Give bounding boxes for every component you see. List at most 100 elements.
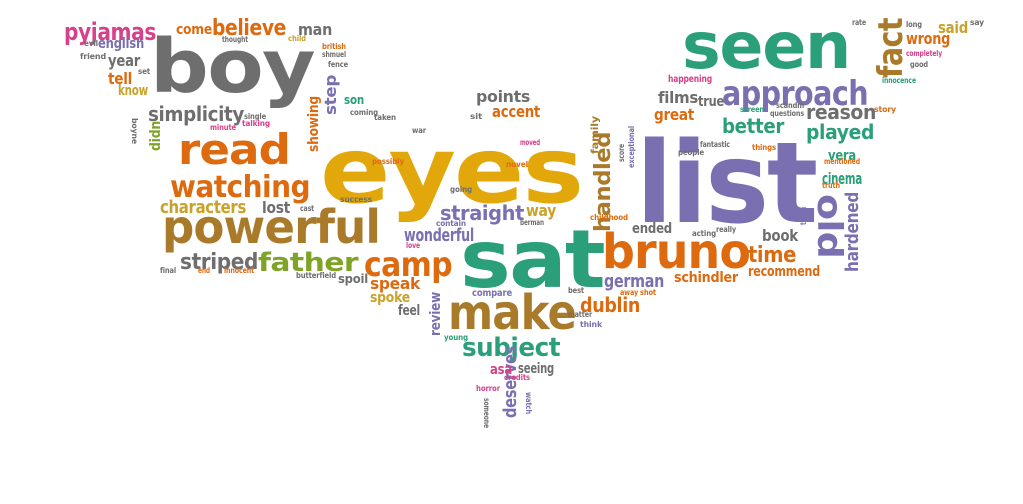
word-going: going <box>450 185 472 194</box>
word-dublin: dublin <box>580 293 640 317</box>
word-good: good <box>910 60 928 69</box>
word-child: child <box>288 34 306 43</box>
word-reason: reason <box>806 100 876 124</box>
word-english: english <box>98 36 144 52</box>
word-mentioned: mentioned <box>824 157 860 166</box>
word-seen: seen <box>682 10 850 84</box>
word-true: true <box>698 94 724 110</box>
word-innocent: innocent <box>224 266 254 275</box>
word-someone: someone <box>482 398 491 429</box>
word-watch: watch <box>524 392 533 414</box>
word-truth: truth <box>822 181 840 190</box>
word-characters: characters <box>160 197 246 218</box>
word-pyjamas: pyjamas <box>64 18 156 46</box>
word-contain: contain <box>436 219 466 228</box>
word-shmuel: shmuel <box>322 50 346 59</box>
word-sat: sat <box>460 213 604 306</box>
word-accent: accent <box>492 102 541 121</box>
word-speak: speak <box>370 274 421 293</box>
word-bruno: bruno <box>602 224 750 280</box>
word-showing: showing <box>306 96 322 152</box>
word-novel: novel <box>506 160 528 169</box>
word-review: review <box>428 292 444 336</box>
word-fence: fence <box>328 60 349 69</box>
word-films: films <box>658 88 698 107</box>
word-set: set <box>138 67 150 76</box>
word-evil: evil <box>84 39 98 48</box>
word-eyes: eyes <box>320 117 582 224</box>
word-striped: striped <box>180 250 258 275</box>
word-taken: taken <box>799 207 808 225</box>
word-acting: acting <box>692 229 716 238</box>
word-innocence: innocence <box>882 76 917 85</box>
word-people: people <box>678 148 705 157</box>
word-success: success <box>340 195 372 204</box>
word-friend: friend <box>80 52 106 61</box>
word-lost: lost <box>262 198 291 217</box>
word-love: love <box>406 241 421 250</box>
word-completely: completely <box>906 49 943 58</box>
word-powerful: powerful <box>162 200 380 254</box>
word-vera: vera <box>828 148 856 164</box>
word-family: family <box>590 115 601 154</box>
word-war: war <box>412 126 426 135</box>
word-final: final <box>160 266 176 275</box>
word-boy: boy <box>150 24 314 110</box>
word-sit: sit <box>470 112 482 121</box>
word-way: way <box>526 201 557 220</box>
word-read: read <box>178 125 290 174</box>
word-best: best <box>568 286 584 295</box>
word-spoil: spoil <box>338 272 368 286</box>
word-played: played <box>806 120 874 144</box>
word-butterfield: butterfield <box>296 271 336 280</box>
word-german: german <box>604 271 664 292</box>
word-asa: asa <box>490 362 512 378</box>
word-recommend: recommend <box>748 264 820 280</box>
word-man: man <box>298 20 332 39</box>
word-long: long <box>906 20 922 29</box>
word-spoke: spoke <box>370 290 410 306</box>
word-camp: camp <box>364 245 452 285</box>
word-story: story <box>874 105 897 114</box>
word-wonderful: wonderful <box>404 225 474 246</box>
word-score: score <box>617 143 626 162</box>
word-horror: horror <box>476 384 500 393</box>
word-minute: minute <box>210 123 237 132</box>
word-rate: rate <box>852 18 867 27</box>
word-possibly: possibly <box>372 157 405 166</box>
word-ended: ended <box>632 221 672 237</box>
word-better: better <box>722 114 784 138</box>
word-points: points <box>476 87 530 106</box>
word-fantastic: fantastic <box>700 140 730 149</box>
word-things: things <box>752 143 776 152</box>
word-away: away <box>620 288 639 297</box>
word-year: year <box>108 51 140 70</box>
word-berman: berman <box>520 218 544 227</box>
word-young: young <box>444 333 468 342</box>
word-subject: subject <box>462 333 560 363</box>
word-simplicity: simplicity <box>148 102 244 126</box>
word-watching: watching <box>170 170 310 205</box>
word-cast: cast <box>300 204 314 213</box>
word-compare: compare <box>472 288 512 299</box>
word-seeing: seeing <box>518 361 554 377</box>
word-happening: happening <box>668 74 712 85</box>
word-approach: approach <box>722 74 868 114</box>
word-talking: talking <box>242 119 270 128</box>
word-thought: thought <box>222 35 248 44</box>
word-great: great <box>654 105 695 124</box>
word-make: make <box>448 285 576 341</box>
word-tell: tell <box>108 69 132 88</box>
word-say: say <box>970 18 985 27</box>
word-know: know <box>118 83 148 99</box>
word-end: end <box>198 266 210 275</box>
word-father: father <box>258 248 359 278</box>
word-didn: didn <box>148 121 164 151</box>
word-wrong: wrong <box>906 29 950 48</box>
word-book: book <box>762 226 799 245</box>
word-scandm: scandm <box>776 101 804 110</box>
word-step: step <box>321 75 340 115</box>
word-british: british <box>322 42 346 51</box>
word-shot: shot <box>640 288 656 297</box>
